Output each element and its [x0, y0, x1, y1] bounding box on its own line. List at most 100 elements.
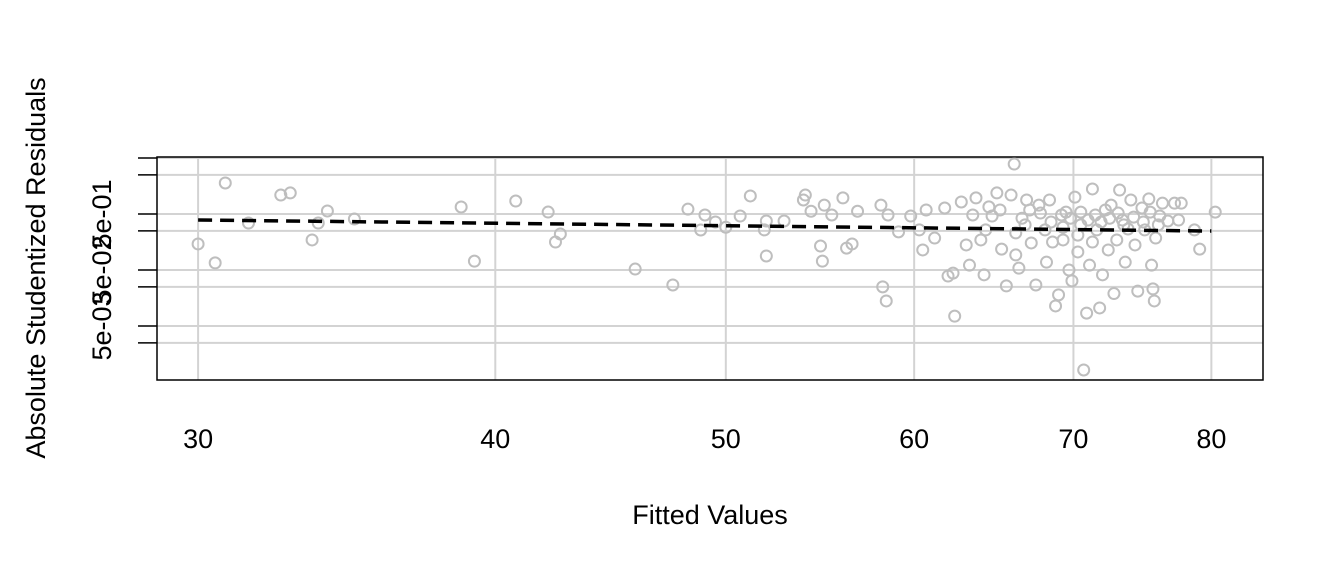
point — [1149, 231, 1163, 245]
point — [845, 237, 859, 251]
point — [1111, 206, 1125, 220]
point — [815, 254, 829, 268]
point — [759, 214, 773, 228]
point — [892, 225, 906, 239]
point — [938, 201, 952, 215]
point — [966, 208, 980, 222]
point — [916, 243, 930, 257]
point — [320, 204, 334, 218]
point — [1007, 157, 1021, 171]
point — [1063, 211, 1077, 225]
point — [1151, 218, 1165, 232]
point — [836, 191, 850, 205]
point — [1083, 258, 1097, 272]
point — [1044, 215, 1058, 229]
point — [347, 212, 361, 226]
point — [1046, 235, 1060, 249]
point — [977, 268, 991, 282]
point — [904, 209, 918, 223]
point — [974, 233, 988, 247]
point — [954, 195, 968, 209]
point — [1101, 243, 1115, 257]
point — [959, 238, 973, 252]
point — [874, 198, 888, 212]
point — [1145, 258, 1159, 272]
point — [1012, 261, 1026, 275]
point — [1071, 228, 1085, 242]
point — [1052, 288, 1066, 302]
point — [454, 200, 468, 214]
point — [467, 254, 481, 268]
point — [817, 198, 831, 212]
point — [708, 215, 722, 229]
point — [757, 223, 771, 237]
point — [999, 279, 1013, 293]
plot-frame — [156, 156, 1264, 381]
point — [1131, 284, 1145, 298]
point — [1085, 182, 1099, 196]
point — [1029, 278, 1043, 292]
point — [1174, 196, 1188, 210]
point — [1085, 235, 1099, 249]
point — [1168, 196, 1182, 210]
point — [969, 191, 983, 205]
point — [851, 204, 865, 218]
point — [1172, 213, 1186, 227]
y-axis-label: Absolute Studentized Residuals — [21, 77, 51, 458]
point — [990, 186, 1004, 200]
point — [1043, 193, 1057, 207]
point — [1056, 233, 1070, 247]
point — [1143, 205, 1157, 219]
point — [1208, 205, 1222, 219]
point — [1128, 238, 1142, 252]
point — [948, 309, 962, 323]
point — [1040, 255, 1054, 269]
point — [1107, 287, 1121, 301]
point — [666, 278, 680, 292]
point — [1155, 196, 1169, 210]
point — [1015, 211, 1029, 225]
point — [218, 176, 232, 190]
x-tick-label: 60 — [899, 424, 929, 454]
point — [509, 194, 523, 208]
point — [777, 214, 791, 228]
fit-line — [198, 218, 1212, 233]
point — [1118, 255, 1132, 269]
point — [1193, 242, 1207, 256]
point — [881, 208, 895, 222]
point — [305, 233, 319, 247]
point — [1142, 192, 1156, 206]
point — [985, 209, 999, 223]
point — [1136, 215, 1150, 229]
point — [628, 262, 642, 276]
point — [1074, 205, 1088, 219]
point — [283, 186, 297, 200]
point — [879, 294, 893, 308]
point — [928, 231, 942, 245]
point — [311, 216, 325, 230]
point — [733, 209, 747, 223]
point — [1009, 248, 1023, 262]
point — [1093, 301, 1107, 315]
point — [1146, 282, 1160, 296]
x-tick-label: 70 — [1058, 424, 1088, 454]
point — [804, 204, 818, 218]
point — [919, 203, 933, 217]
point — [1004, 188, 1018, 202]
point — [1065, 274, 1079, 288]
point — [1049, 299, 1063, 313]
point — [1056, 220, 1070, 234]
point — [1096, 268, 1110, 282]
point — [681, 202, 695, 216]
point — [208, 256, 222, 270]
x-tick-label: 50 — [711, 424, 741, 454]
x-axis-label: Fitted Values — [632, 500, 788, 530]
point — [798, 188, 812, 202]
point — [876, 280, 890, 294]
point — [814, 239, 828, 253]
point — [694, 223, 708, 237]
point — [993, 203, 1007, 217]
point — [946, 266, 960, 280]
point — [1068, 190, 1082, 204]
